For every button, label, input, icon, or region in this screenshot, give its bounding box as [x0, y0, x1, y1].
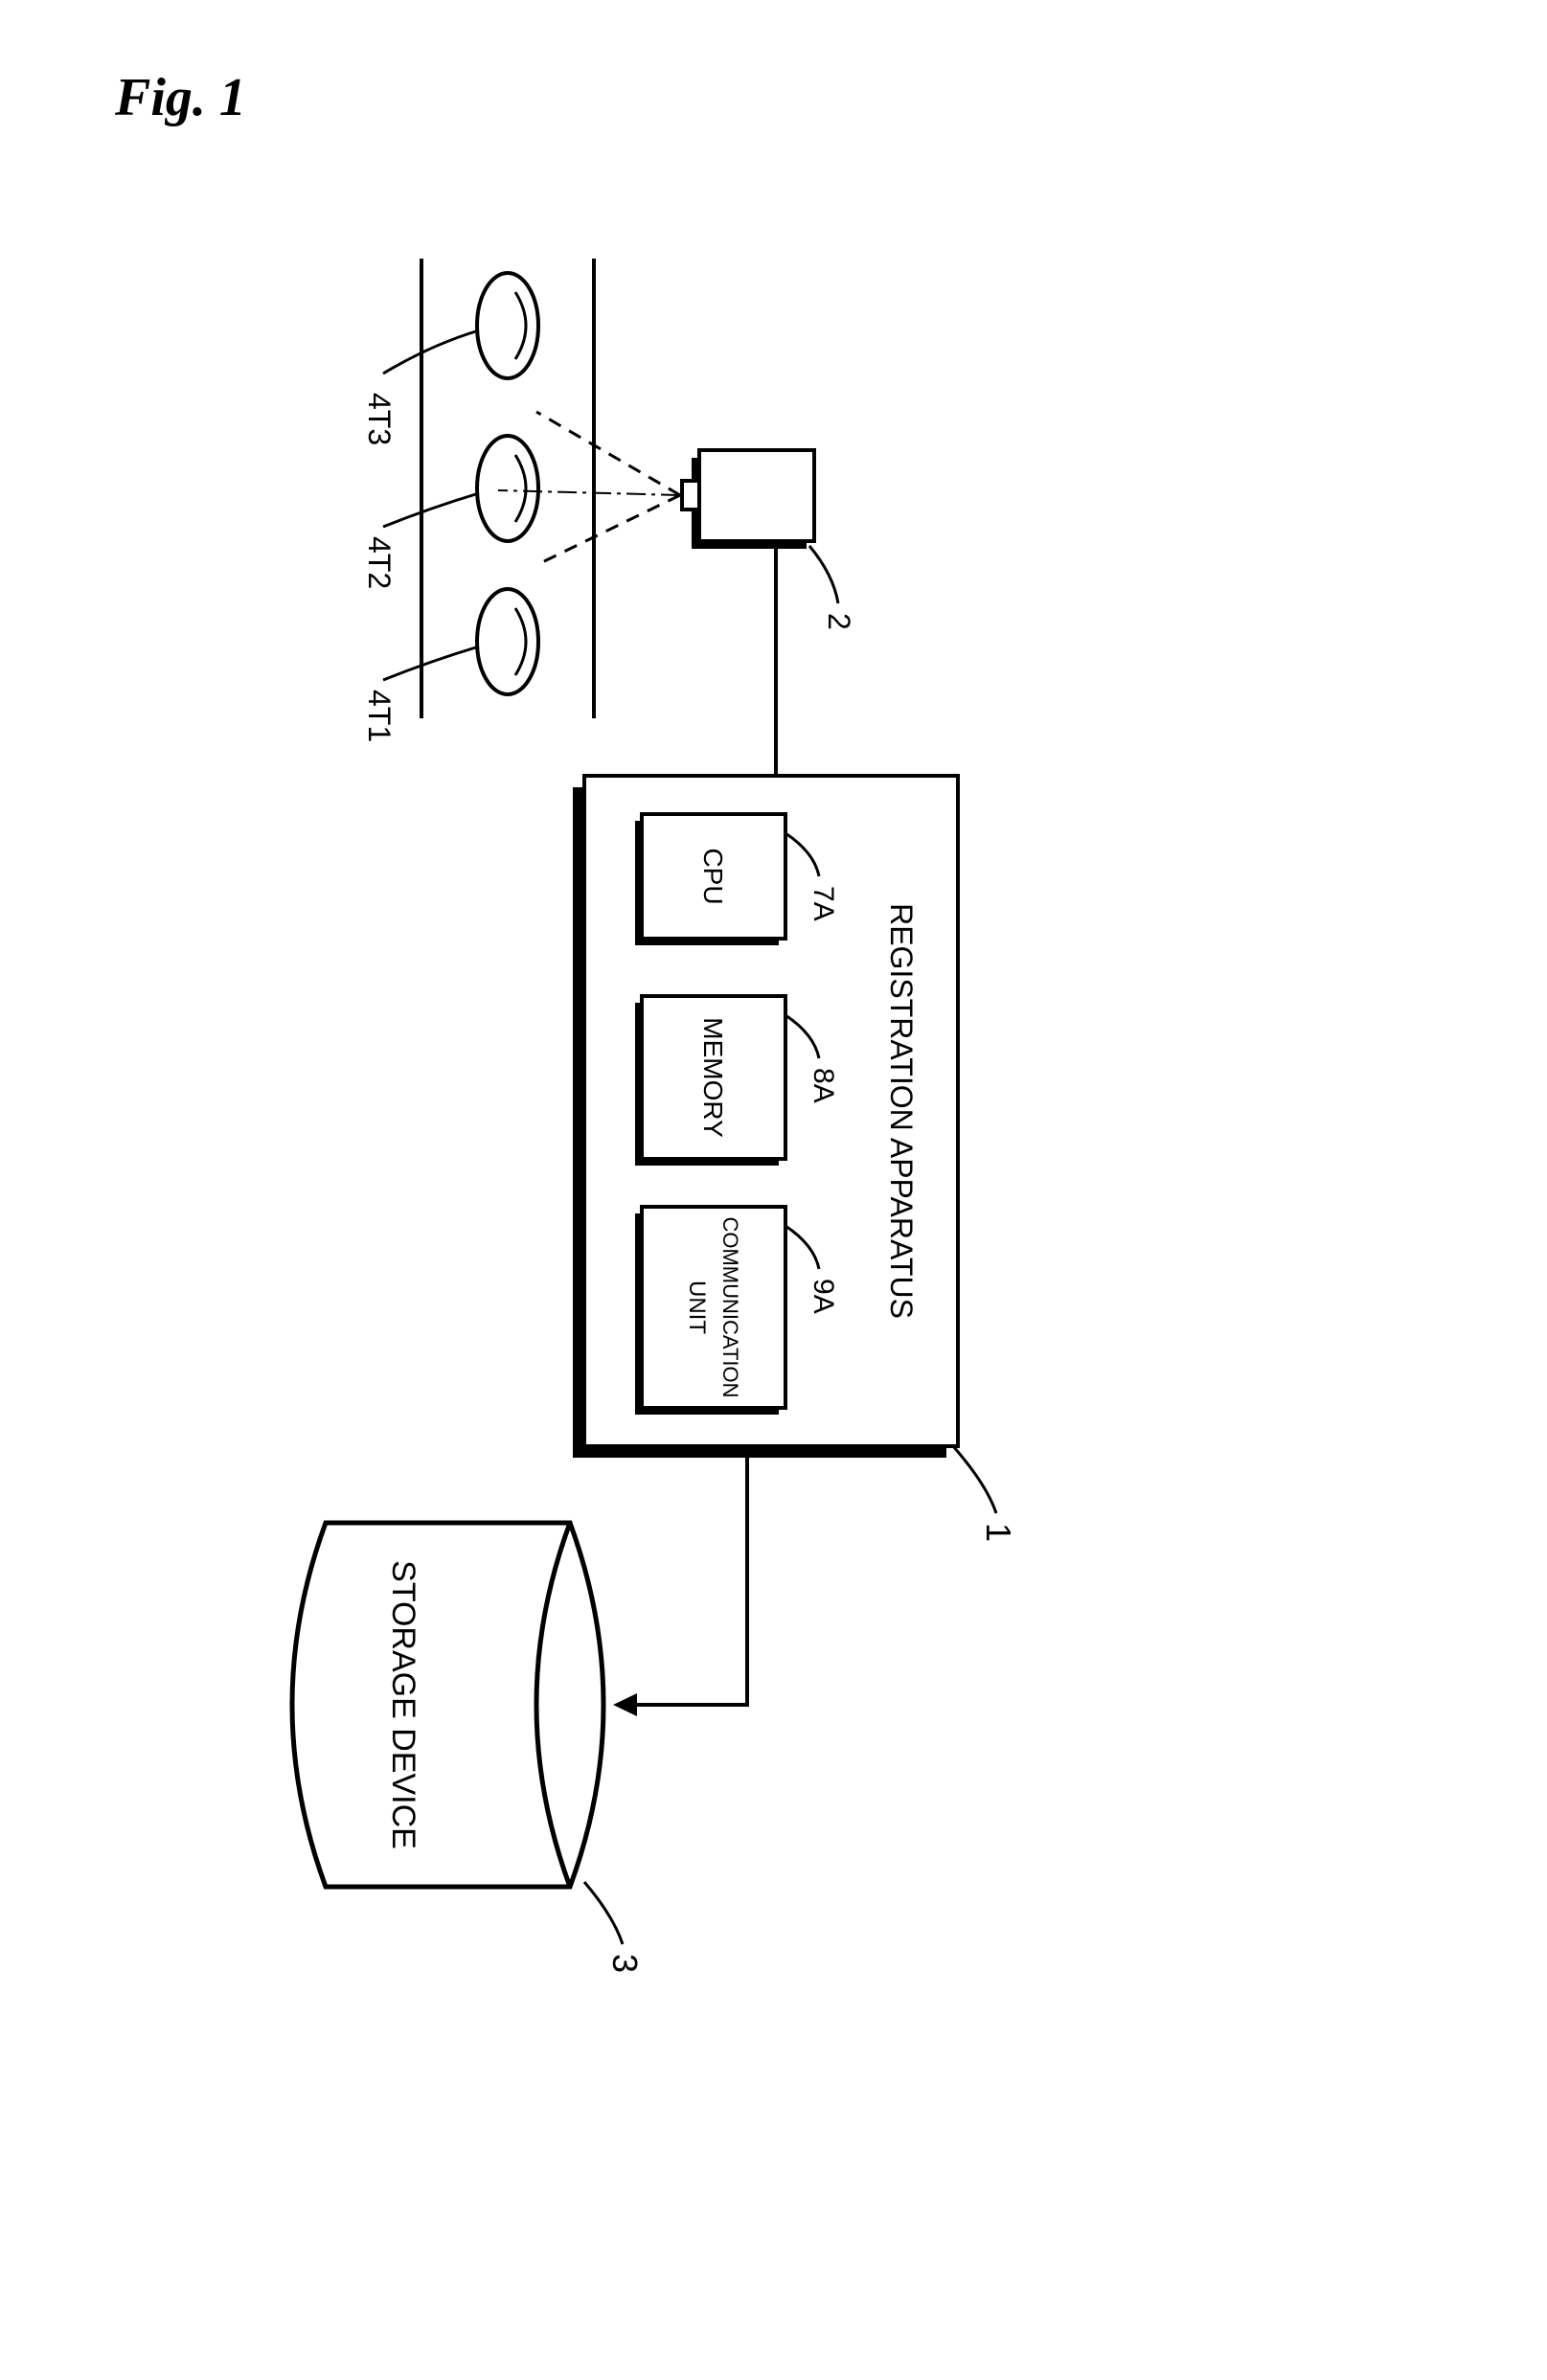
cpu-label: CPU	[698, 848, 728, 904]
comm-label-1: COMMUNICATION	[718, 1216, 742, 1397]
tablet-4t3-label: 4T3	[362, 393, 397, 445]
tablet-4t3: 4T3	[362, 273, 538, 445]
camera: 2	[682, 450, 856, 630]
storage-device: STORAGE DEVICE 3	[292, 1523, 645, 1973]
apparatus-title: REGISTRATION APPARATUS	[884, 903, 919, 1319]
view-cone-right	[536, 495, 680, 565]
tablet-4t1-label: 4T1	[362, 690, 397, 742]
apparatus-ref: 1	[979, 1523, 1018, 1542]
registration-apparatus: REGISTRATION APPARATUS 1 CPU 7A MEMORY	[573, 776, 1018, 1542]
memory-ref: 8A	[808, 1068, 839, 1103]
cpu-ref: 7A	[808, 886, 839, 921]
diagram-svg: 4T3 4T2 4T1	[0, 0, 1547, 2380]
storage-label: STORAGE DEVICE	[385, 1560, 421, 1849]
tablet-4t2: 4T2	[362, 436, 538, 589]
apparatus-to-storage-arrow	[613, 1446, 747, 1716]
tablet-4t1: 4T1	[362, 589, 538, 742]
camera-to-apparatus-line	[776, 541, 929, 776]
storage-ref: 3	[605, 1954, 645, 1973]
view-cone-left	[536, 412, 680, 495]
comm-label-2: UNIT	[684, 1281, 710, 1334]
camera-ref: 2	[822, 613, 856, 630]
comm-ref: 9A	[808, 1279, 839, 1314]
memory-label: MEMORY	[698, 1017, 728, 1138]
tablet-4t2-label: 4T2	[362, 536, 397, 589]
